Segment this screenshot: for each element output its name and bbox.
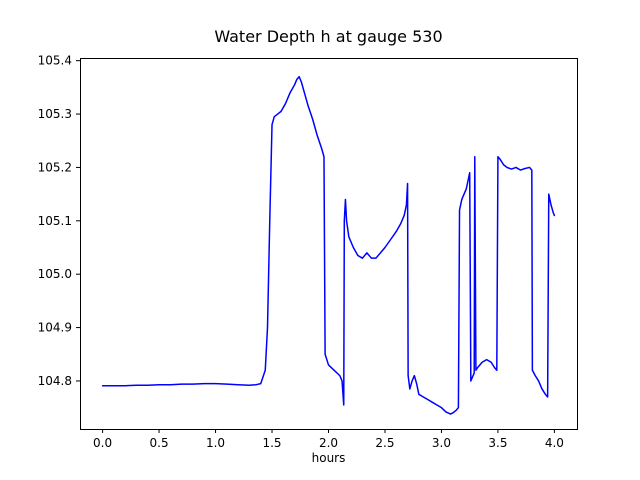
x-tick-label: 2.0 (319, 436, 338, 450)
axes-border (80, 58, 578, 430)
y-tick-label: 105.4 (38, 54, 72, 68)
data-line (101, 75, 556, 415)
x-tick-label: 0.0 (93, 436, 112, 450)
x-tick-label: 3.0 (432, 436, 451, 450)
x-axis-label: hours (311, 451, 346, 465)
x-tick-label: 4.0 (545, 436, 564, 450)
x-tick-label: 2.5 (375, 436, 394, 450)
x-tick-label: 1.5 (262, 436, 281, 450)
y-tick-label: 104.8 (38, 374, 72, 388)
chart-title: Water Depth h at gauge 530 (214, 27, 443, 46)
x-tick-label: 0.5 (150, 436, 169, 450)
y-tick-label: 105.2 (38, 160, 72, 174)
y-tick-label: 104.9 (38, 321, 72, 335)
y-tick-label: 105.0 (38, 267, 72, 281)
x-tick-label: 3.5 (488, 436, 507, 450)
y-tick-label: 105.3 (38, 107, 72, 121)
y-tick-label: 105.1 (38, 214, 72, 228)
x-tick-label: 1.0 (206, 436, 225, 450)
